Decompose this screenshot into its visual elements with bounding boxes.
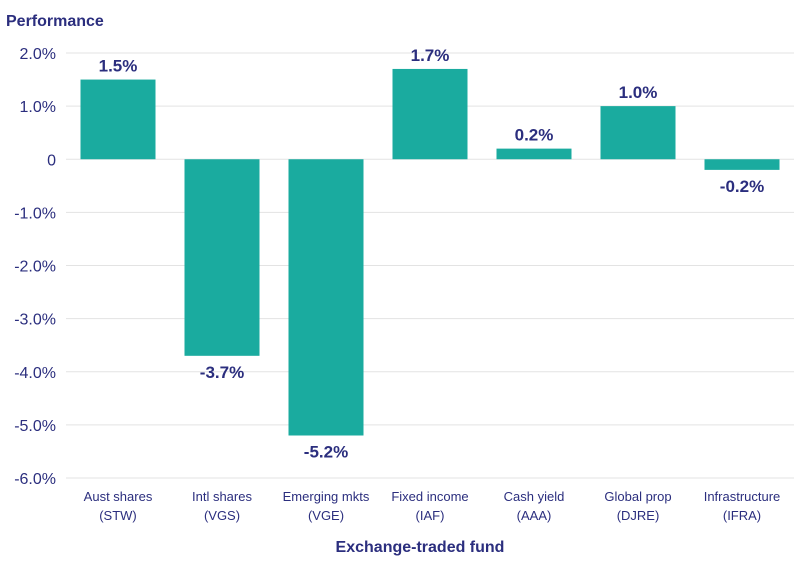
x-tick-label: Intl shares xyxy=(192,489,252,504)
y-tick-label: -2.0% xyxy=(14,259,56,276)
y-tick-label: -5.0% xyxy=(14,418,56,435)
y-tick-label: -6.0% xyxy=(14,471,56,488)
data-label: 1.7% xyxy=(411,46,450,65)
y-tick-label: -3.0% xyxy=(14,312,56,329)
bars xyxy=(80,68,780,436)
bar xyxy=(704,159,780,170)
bar xyxy=(392,68,468,160)
x-tick-label: (VGS) xyxy=(204,508,240,523)
bar xyxy=(496,148,572,160)
data-label: -5.2% xyxy=(304,443,348,462)
x-tick-label: (IAF) xyxy=(416,508,445,523)
data-labels: 1.5% -3.7% -5.2% 1.7% 0.2% 1.0% -0.2% xyxy=(99,46,765,462)
bar xyxy=(80,79,156,160)
data-label: 1.0% xyxy=(619,83,658,102)
x-tick-label: Emerging mkts xyxy=(283,489,370,504)
y-tick-label: -1.0% xyxy=(14,205,56,222)
x-tick-label: Fixed income xyxy=(391,489,468,504)
x-tick-label: (AAA) xyxy=(517,508,552,523)
x-tick-label: (DJRE) xyxy=(617,508,660,523)
x-tick-label: Infrastructure xyxy=(704,489,781,504)
y-tick-label: 0 xyxy=(47,152,56,169)
x-tick-label: Cash yield xyxy=(504,489,565,504)
x-tick-label: Global prop xyxy=(604,489,671,504)
y-tick-label: -4.0% xyxy=(14,365,56,382)
x-axis-categories: Aust shares (STW) Intl shares (VGS) Emerging… xyxy=(84,489,781,523)
data-label: -0.2% xyxy=(720,177,764,196)
y-axis-ticks: 2.0% 1.0% 0 -1.0% -2.0% -3.0% -4.0% -5.0% -6.0% xyxy=(14,46,56,488)
x-tick-label: (STW) xyxy=(99,508,137,523)
y-tick-label: 2.0% xyxy=(20,46,56,63)
x-tick-label: (IFRA) xyxy=(723,508,761,523)
y-axis-title: Performance xyxy=(6,13,104,30)
data-label: -3.7% xyxy=(200,363,244,382)
data-label: 1.5% xyxy=(99,57,138,76)
y-tick-label: 1.0% xyxy=(20,99,56,116)
x-axis-title: Exchange-traded fund xyxy=(336,539,505,556)
data-label: 0.2% xyxy=(515,126,554,145)
bar xyxy=(288,159,364,436)
x-tick-label: Aust shares xyxy=(84,489,153,504)
bar xyxy=(184,159,260,356)
bar xyxy=(600,106,676,160)
x-tick-label: (VGE) xyxy=(308,508,344,523)
